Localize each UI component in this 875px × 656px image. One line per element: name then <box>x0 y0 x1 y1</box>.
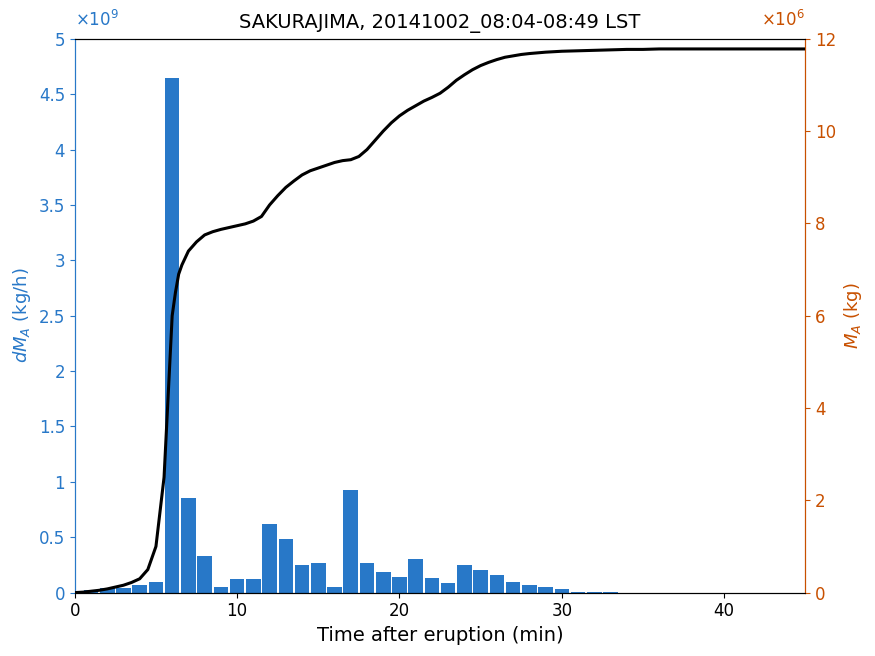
Bar <box>295 565 310 592</box>
Bar <box>555 589 569 592</box>
Bar <box>392 577 407 592</box>
Bar <box>116 588 130 592</box>
X-axis label: Time after eruption (min): Time after eruption (min) <box>317 626 564 645</box>
Bar <box>100 588 115 592</box>
Y-axis label: $dM_A$ (kg/h): $dM_A$ (kg/h) <box>11 268 33 363</box>
Bar <box>84 590 98 592</box>
Y-axis label: $M_A$ (kg): $M_A$ (kg) <box>842 282 864 349</box>
Bar <box>360 563 374 592</box>
Title: SAKURAJIMA, 20141002_08:04-08:49 LST: SAKURAJIMA, 20141002_08:04-08:49 LST <box>240 14 640 33</box>
Bar <box>132 585 147 592</box>
Bar <box>164 77 179 592</box>
Bar <box>457 565 472 592</box>
Bar <box>214 587 228 592</box>
Bar <box>327 587 342 592</box>
Bar <box>181 499 196 592</box>
Bar <box>441 583 456 592</box>
Bar <box>344 489 358 592</box>
Bar <box>522 585 536 592</box>
Bar <box>246 579 261 592</box>
Bar <box>230 579 244 592</box>
Bar <box>473 571 488 592</box>
Bar <box>149 581 164 592</box>
Bar <box>311 563 326 592</box>
Bar <box>409 560 423 592</box>
Bar <box>278 539 293 592</box>
Bar <box>376 571 390 592</box>
Bar <box>262 524 276 592</box>
Bar <box>538 587 553 592</box>
Bar <box>490 575 504 592</box>
Text: $\times10^6$: $\times10^6$ <box>761 10 805 30</box>
Bar <box>506 581 521 592</box>
Bar <box>424 578 439 592</box>
Text: $\times10^9$: $\times10^9$ <box>74 10 119 30</box>
Bar <box>198 556 212 592</box>
